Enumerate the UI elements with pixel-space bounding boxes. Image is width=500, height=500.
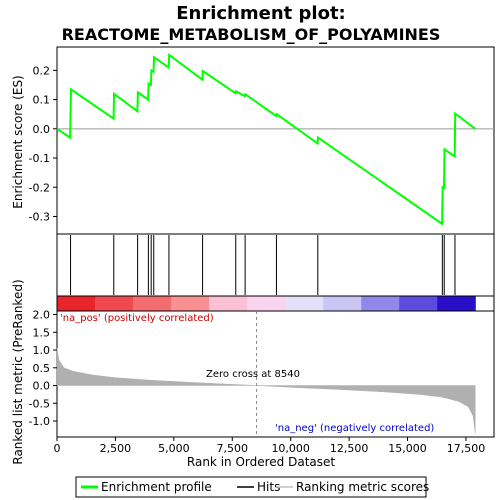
metric-panel: -1.0 -0.5 0.0 0.5 1.0 1.5 2.0 0 2,500 5,000 7,500 1… (29, 309, 495, 455)
metric-y-tick-label: 1.0 (33, 344, 51, 357)
colorbar-segment (247, 296, 286, 311)
colorbar-segment (285, 296, 324, 311)
metric-plot-frame (56, 310, 495, 438)
es-y-tick-label: 0.0 (33, 123, 51, 136)
colorbar-segment (323, 296, 362, 311)
x-tick-label: 10,000 (271, 442, 310, 455)
legend: Enrichment profile Hits Ranking metric s… (75, 476, 429, 498)
metric-y-tick-label: 2.0 (33, 309, 51, 322)
x-tick-label: 5,000 (158, 442, 190, 455)
zero-cross-label: Zero cross at 8540 (206, 369, 300, 380)
es-y-tick-label: -0.2 (29, 181, 50, 194)
x-tick-label: 12,500 (330, 442, 369, 455)
metric-y-tick-label: 0.5 (33, 362, 51, 375)
x-tick-label: 17,500 (447, 442, 486, 455)
legend-hits-label: Hits (257, 480, 280, 494)
chart-title-line2: REACTOME_METABOLISM_OF_POLYAMINES (62, 25, 441, 44)
es-y-tick-label: 0.1 (33, 94, 51, 107)
x-tick-label: 15,000 (388, 442, 427, 455)
legend-ranking-label: Ranking metric scores (296, 480, 429, 494)
es-plot-frame (56, 46, 495, 235)
colorbar-segment (57, 296, 96, 311)
colorbar-segment (171, 296, 210, 311)
es-panel: -0.3 -0.2 -0.1 0.0 0.1 0.2 (29, 46, 495, 235)
es-y-tick-label: 0.2 (33, 64, 51, 77)
ranking-metric-area (56, 348, 476, 434)
chart-title-line1: Enrichment plot: (176, 3, 346, 24)
es-axis-label: Enrichment score (ES) (11, 75, 25, 208)
colorbar-segment (437, 296, 476, 311)
rank-colorbar (56, 295, 495, 312)
hits-frame (56, 233, 495, 297)
legend-enrichment-label: Enrichment profile (101, 480, 212, 494)
colorbar-segment (133, 296, 172, 311)
x-tick-label: 0 (54, 442, 61, 455)
metric-axis-label: Ranked list metric (PreRanked) (11, 279, 25, 464)
metric-y-tick-label: -1.0 (29, 415, 50, 428)
hits-panel (56, 233, 495, 297)
colorbar-segment (361, 296, 400, 311)
colorbar-segment (95, 296, 134, 311)
metric-y-tick-label: 0.0 (33, 380, 51, 393)
x-axis-label: Rank in Ordered Dataset (187, 455, 335, 469)
x-tick-label: 7,500 (217, 442, 249, 455)
enrichment-profile-line (56, 52, 476, 226)
es-y-tick-label: -0.1 (29, 152, 50, 165)
colorbar-segment (399, 296, 438, 311)
x-tick-label: 2,500 (100, 442, 132, 455)
neg-label: 'na_neg' (negatively correlated) (275, 423, 434, 434)
metric-y-tick-label: -0.5 (29, 397, 50, 410)
pos-label: 'na_pos' (positively correlated) (60, 313, 214, 324)
colorbar-segment (209, 296, 248, 311)
es-y-tick-label: -0.3 (29, 210, 50, 223)
metric-y-tick-label: 1.5 (33, 326, 51, 339)
